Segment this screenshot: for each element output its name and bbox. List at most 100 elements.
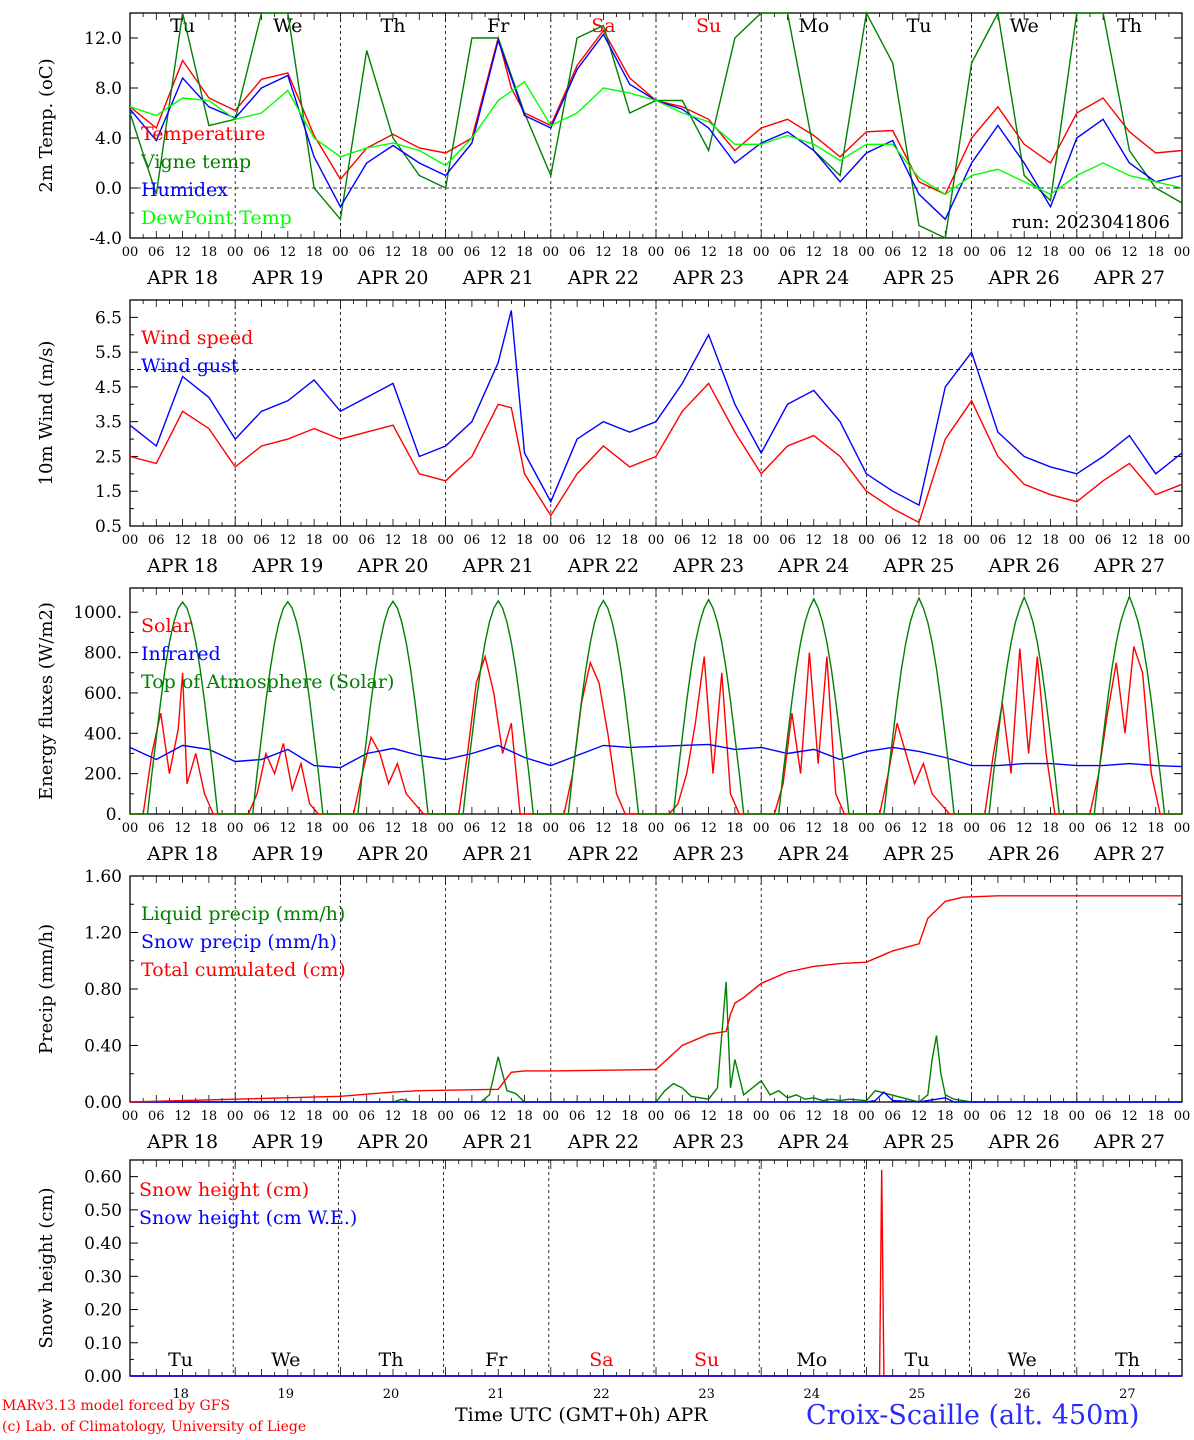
hour-label: 18 <box>727 821 744 836</box>
hour-label: 18 <box>937 821 954 836</box>
hour-label: 06 <box>569 1109 586 1124</box>
hour-label: 18 <box>306 1109 323 1124</box>
date-label: APR 27 <box>1093 843 1165 865</box>
hour-label: 12 <box>385 1109 402 1124</box>
series-line-vigne-temp <box>129 10 1183 240</box>
hour-label: 12 <box>1016 821 1033 836</box>
hour-label: 06 <box>569 245 586 260</box>
hour-label: 00 <box>227 821 244 836</box>
hour-label: 18 <box>516 533 533 548</box>
hour-label: 00 <box>437 245 454 260</box>
hour-label: 06 <box>464 245 481 260</box>
hour-label: 12 <box>806 245 823 260</box>
date-label: APR 25 <box>882 267 954 289</box>
date-label: APR 25 <box>882 555 954 577</box>
ytick-label: 6.5 <box>95 308 122 328</box>
hour-label: 12 <box>806 821 823 836</box>
date-label: APR 23 <box>672 1131 744 1153</box>
day-number-label: 20 <box>383 1387 400 1402</box>
hour-label: 06 <box>884 1109 901 1124</box>
time-axis-label: Time UTC (GMT+0h) APR <box>455 1404 708 1426</box>
date-label: APR 21 <box>462 843 534 865</box>
date-label: APR 20 <box>356 843 428 865</box>
date-label: APR 18 <box>146 843 218 865</box>
weekday-label: Fr <box>485 1349 508 1371</box>
legend-entry: Snow precip (mm/h) <box>141 931 337 953</box>
legend-entry: Wind gust <box>141 355 239 377</box>
hour-label: 12 <box>1121 1109 1138 1124</box>
hour-label: 12 <box>595 245 612 260</box>
weekday-label: We <box>271 1349 300 1371</box>
hour-label: 00 <box>437 533 454 548</box>
ytick-label: 0.50 <box>84 1201 122 1221</box>
hour-label: 12 <box>700 533 717 548</box>
hour-label: 06 <box>1095 245 1112 260</box>
hour-label: 18 <box>832 533 849 548</box>
panel-frame-0 <box>129 12 1183 239</box>
date-label: APR 21 <box>462 267 534 289</box>
ytick-label: 1.5 <box>95 482 122 502</box>
ytick-label: 1000. <box>73 603 122 623</box>
hour-label: 00 <box>332 245 349 260</box>
hour-label: 00 <box>1069 245 1086 260</box>
weekday-label: Mo <box>796 1349 827 1371</box>
hour-label: 12 <box>490 245 507 260</box>
hour-label: 06 <box>358 1109 375 1124</box>
date-label: APR 20 <box>356 1131 428 1153</box>
hour-label: 00 <box>122 533 139 548</box>
series-line-dewpoint-temp <box>129 80 1183 196</box>
hour-label: 06 <box>358 245 375 260</box>
hour-label: 00 <box>963 245 980 260</box>
hour-label: 18 <box>937 245 954 260</box>
y-axis-label: 10m Wind (m/s) <box>36 341 57 486</box>
series-line-liquid-precip-mm-h- <box>130 981 1182 1103</box>
y-axis-label: Precip (mm/h) <box>36 924 57 1054</box>
hour-label: 06 <box>464 1109 481 1124</box>
hour-label: 06 <box>253 1109 270 1124</box>
date-label: APR 20 <box>356 267 428 289</box>
hour-label: 12 <box>911 821 928 836</box>
ytick-label: 0.00 <box>84 1093 122 1113</box>
weekday-label: Tu <box>905 1349 930 1371</box>
ytick-label: 3.5 <box>95 413 122 433</box>
series-line-top-of-atmosphere-solar- <box>130 594 1182 815</box>
legend-entry: Wind speed <box>141 327 253 349</box>
hour-label: 06 <box>464 821 481 836</box>
hour-label: 18 <box>411 245 428 260</box>
hour-label: 18 <box>411 533 428 548</box>
hour-label: 12 <box>280 533 297 548</box>
date-label: APR 21 <box>462 1131 534 1153</box>
date-label: APR 22 <box>567 843 639 865</box>
hour-label: 18 <box>1147 533 1164 548</box>
hour-label: 18 <box>516 1109 533 1124</box>
hour-label: 18 <box>1042 533 1059 548</box>
date-label: APR 27 <box>1093 555 1165 577</box>
legend-entry: DewPoint Temp <box>141 207 292 229</box>
hour-label: 00 <box>648 821 665 836</box>
ytick-label: 0.5 <box>95 517 122 537</box>
hour-label: 00 <box>648 1109 665 1124</box>
date-label: APR 19 <box>251 1131 323 1153</box>
hour-label: 00 <box>648 533 665 548</box>
hour-label: 06 <box>674 821 691 836</box>
hour-label: 06 <box>464 533 481 548</box>
hour-label: 12 <box>174 821 191 836</box>
date-label: APR 24 <box>777 267 849 289</box>
legend-entry: Humidex <box>141 179 228 201</box>
hour-label: 00 <box>122 821 139 836</box>
series-line-temperature <box>129 29 1183 196</box>
hour-label: 00 <box>858 533 875 548</box>
hour-label: 00 <box>753 533 770 548</box>
weekday-label: We <box>1010 15 1039 37</box>
hour-label: 12 <box>385 533 402 548</box>
date-label: APR 27 <box>1093 267 1165 289</box>
ytick-label: 200. <box>84 765 122 785</box>
hour-label: 18 <box>516 821 533 836</box>
day-number-label: 27 <box>1119 1387 1136 1402</box>
hour-label: 00 <box>858 1109 875 1124</box>
hour-label: 18 <box>832 245 849 260</box>
hour-label: 18 <box>201 1109 218 1124</box>
hour-label: 06 <box>1095 1109 1112 1124</box>
legend-entry: Top of Atmosphere (Solar) <box>141 671 394 693</box>
hour-label: 12 <box>595 821 612 836</box>
